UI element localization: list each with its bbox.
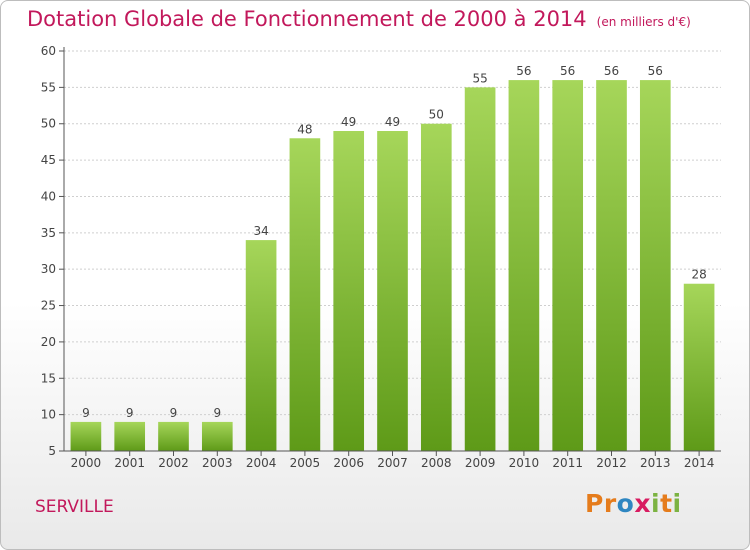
data-label: 34 xyxy=(253,224,268,238)
y-tick-label: 45 xyxy=(41,153,56,167)
chart-title: Dotation Globale de Fonctionnement de 20… xyxy=(27,7,587,31)
x-tick-label: 2006 xyxy=(333,456,364,470)
data-label: 49 xyxy=(341,115,356,129)
axes: 5 10 15 20 25 30 35 40 45 50 55 60 2000 2001 2002 2003 2… xyxy=(41,44,721,470)
chart-title-block: Dotation Globale de Fonctionnement de 20… xyxy=(27,7,691,31)
y-tick-label: 30 xyxy=(41,262,56,276)
data-label: 9 xyxy=(213,406,221,420)
data-label: 28 xyxy=(691,268,706,282)
y-tick-label: 5 xyxy=(48,444,56,458)
x-tick-label: 2007 xyxy=(377,456,408,470)
data-label: 56 xyxy=(604,64,619,78)
bar-2000 xyxy=(70,421,102,451)
bar-2013 xyxy=(639,80,671,451)
bar-2002 xyxy=(158,421,189,451)
data-label: 55 xyxy=(472,71,487,85)
y-tick-label: 10 xyxy=(41,408,56,422)
x-tick-label: 2001 xyxy=(114,456,145,470)
bar-2007 xyxy=(377,131,408,451)
data-label: 50 xyxy=(429,108,444,122)
bars xyxy=(70,80,715,452)
data-label: 9 xyxy=(82,406,90,420)
bar-2006 xyxy=(333,131,365,451)
y-tick-label: 15 xyxy=(41,371,56,385)
y-tick-label: 35 xyxy=(41,226,56,240)
labels: 9 9 9 9 34 48 49 49 50 55 56 56 56 56 28 xyxy=(82,64,707,420)
y-tick-label: 60 xyxy=(41,44,56,58)
bar-2004 xyxy=(245,240,277,451)
data-label: 56 xyxy=(560,64,575,78)
chart-subtitle: (en milliers d'€) xyxy=(596,15,691,29)
bar-2001 xyxy=(114,421,146,451)
bar-2011 xyxy=(552,80,584,451)
x-tick-label: 2002 xyxy=(158,456,189,470)
bar-2008 xyxy=(420,123,452,452)
bar-2014 xyxy=(683,283,715,451)
data-label: 9 xyxy=(170,406,178,420)
x-tick-label: 2012 xyxy=(596,456,627,470)
y-tick-label: 20 xyxy=(41,335,56,349)
bar-2003 xyxy=(201,421,233,451)
bar-2009 xyxy=(464,87,496,451)
y-tick-label: 25 xyxy=(41,299,56,313)
x-tick-label: 2003 xyxy=(202,456,233,470)
x-tick-label: 2000 xyxy=(71,456,102,470)
x-tick-label: 2008 xyxy=(421,456,452,470)
bar-2010 xyxy=(508,80,540,451)
x-tick-label: 2009 xyxy=(465,456,496,470)
y-tick-label: 50 xyxy=(41,117,56,131)
data-label: 48 xyxy=(297,122,312,136)
x-tick-label: 2005 xyxy=(290,456,321,470)
commune-name: SERVILLE xyxy=(35,497,114,517)
y-tick-label: 40 xyxy=(41,189,56,203)
x-tick-label: 2004 xyxy=(246,456,277,470)
data-label: 56 xyxy=(516,64,531,78)
x-tick-label: 2011 xyxy=(552,456,583,470)
data-label: 49 xyxy=(385,115,400,129)
proxiti-logo: Proxiti xyxy=(585,489,682,518)
data-label: 9 xyxy=(126,406,134,420)
x-tick-label: 2014 xyxy=(684,456,715,470)
x-tick-label: 2010 xyxy=(509,456,540,470)
x-tick-label: 2013 xyxy=(640,456,671,470)
bar-2005 xyxy=(289,138,321,452)
y-tick-label: 55 xyxy=(41,80,56,94)
data-label: 56 xyxy=(648,64,663,78)
bar-2012 xyxy=(596,80,627,451)
